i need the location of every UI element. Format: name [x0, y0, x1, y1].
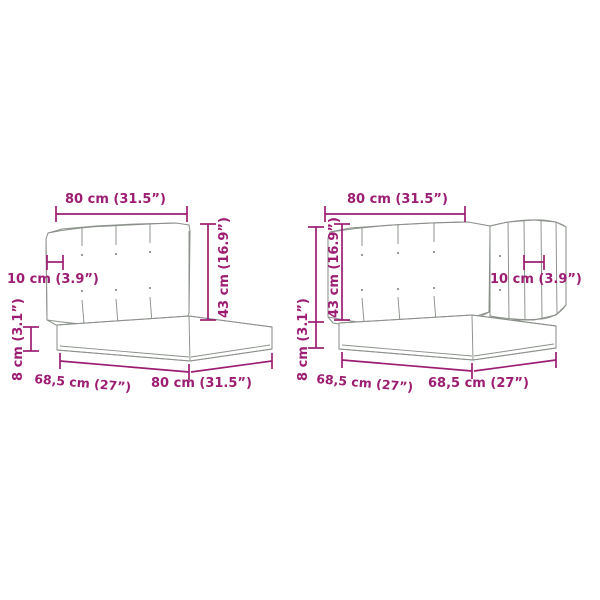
right-dim-seat-depth-right	[473, 352, 557, 372]
left-dim-seat-thickness	[23, 326, 39, 352]
right-dim-back-thickness	[523, 255, 545, 270]
left-dim-seat-depth	[59, 353, 190, 380]
left-label-seat-width: 80 cm (31.5”)	[151, 376, 252, 391]
left-label-back-width: 80 cm (31.5”)	[65, 192, 166, 207]
right-dim-back-height	[334, 223, 350, 321]
right-label-seat-depth-right: 68,5 cm (27”)	[428, 376, 529, 391]
left-label-seat-thickness: 8 cm (3.1”)	[11, 298, 26, 381]
left-label-back-height: 43 cm (16.9”)	[217, 217, 232, 318]
left-dim-back-height	[200, 223, 216, 321]
left-seat-cushion	[56, 315, 273, 362]
right-dim-seat-depth-left	[341, 352, 473, 379]
right-back-cushion-left-panel	[327, 221, 491, 327]
right-dim-back-width	[324, 206, 466, 222]
right-label-back-thickness: 10 cm (3.9”)	[490, 272, 582, 287]
right-label-seat-depth-left: 68,5 cm (27”)	[316, 371, 414, 394]
left-label-back-thickness: 10 cm (3.9”)	[7, 272, 99, 287]
right-label-back-height: 43 cm (16.9”)	[327, 217, 342, 318]
right-label-seat-thickness: 8 cm (3.1”)	[296, 298, 311, 381]
right-back-cushion-right-panel	[489, 219, 567, 321]
left-label-seat-depth: 68,5 cm (27”)	[34, 371, 132, 394]
left-dim-back-thickness	[46, 255, 64, 270]
right-seat-cushion	[338, 314, 557, 361]
right-dim-seat-thickness	[308, 226, 324, 349]
right-label-back-width: 80 cm (31.5”)	[347, 192, 448, 207]
left-dim-back-width	[55, 206, 188, 222]
left-dim-seat-width	[190, 353, 273, 373]
